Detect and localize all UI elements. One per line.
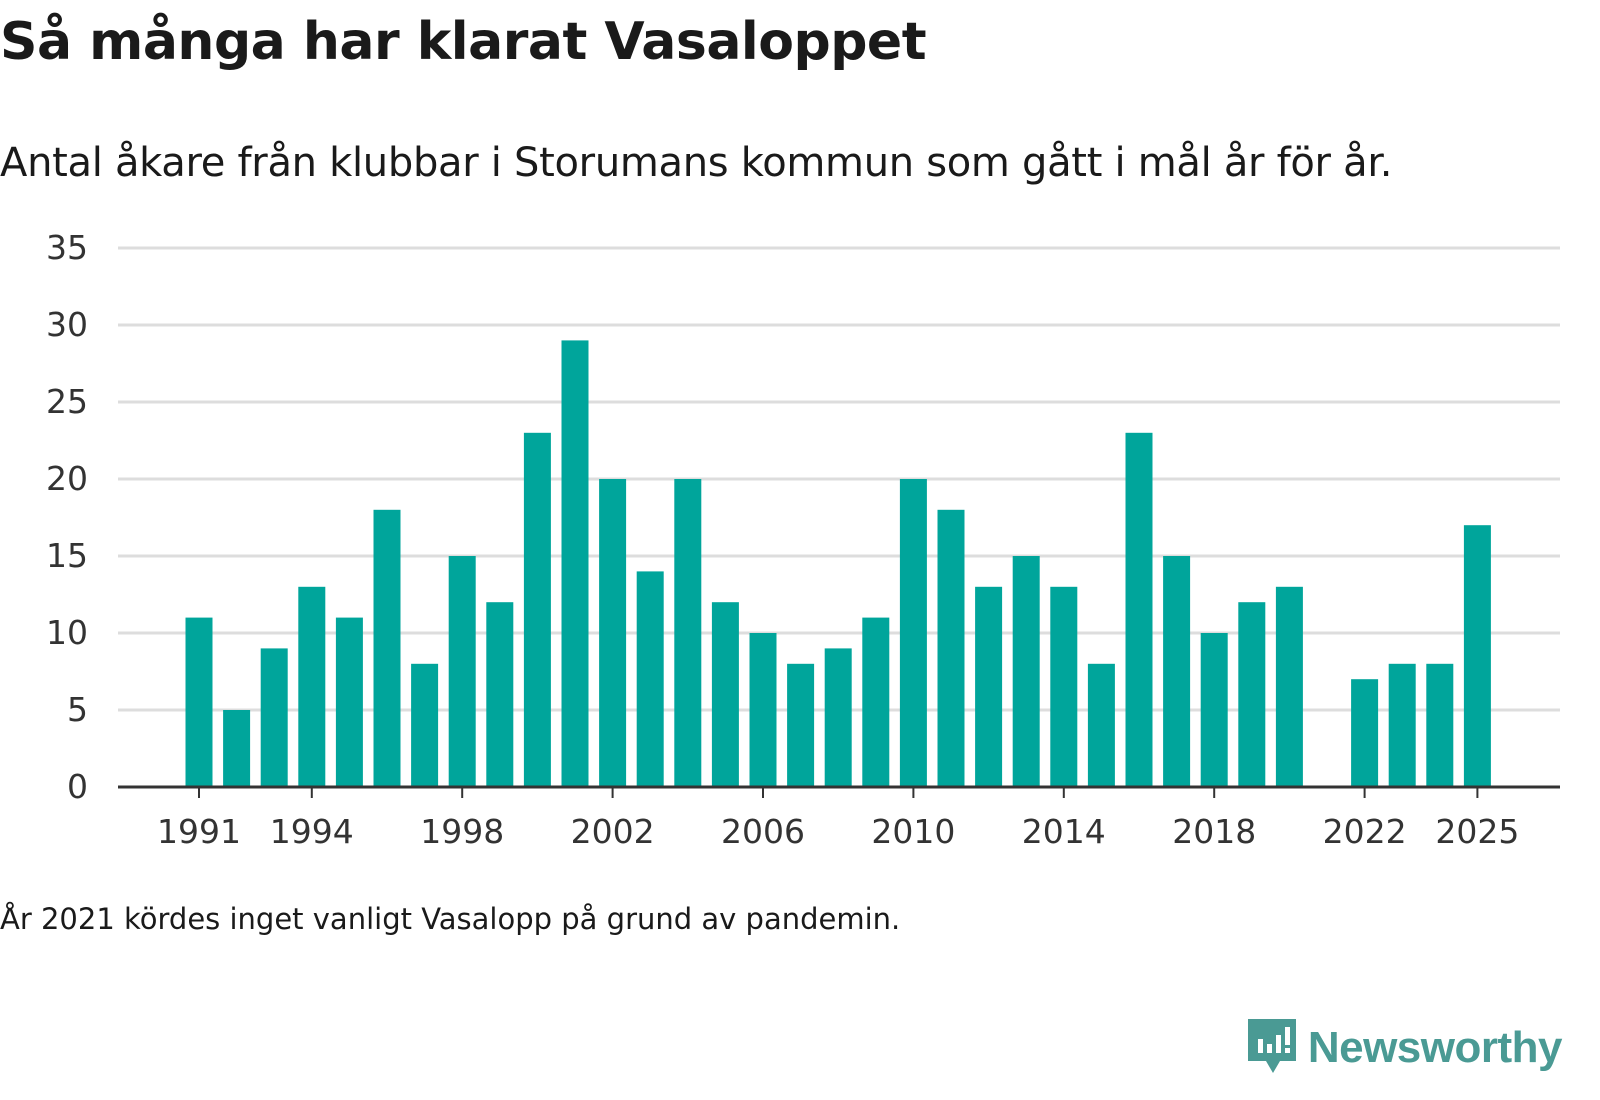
bar (862, 617, 890, 787)
bar (298, 586, 326, 787)
footnote: År 2021 kördes inget vanligt Vasalopp på… (0, 902, 901, 936)
x-tick-label: 2025 (1435, 812, 1519, 851)
bar (523, 432, 551, 787)
bar (1275, 586, 1303, 787)
x-tick-label: 2002 (571, 812, 655, 851)
brand-logo[interactable]: Newsworthy (1246, 1017, 1563, 1079)
bar (561, 340, 589, 787)
brand-name: Newsworthy (1307, 1023, 1563, 1072)
bar (486, 602, 514, 787)
bar (335, 617, 363, 787)
bar (1163, 556, 1191, 787)
x-tick-label: 2018 (1172, 812, 1256, 851)
x-tick-label: 2014 (1022, 812, 1106, 851)
bar (599, 479, 627, 787)
x-tick-label: 1994 (270, 812, 354, 851)
bar (937, 509, 965, 787)
bar (411, 663, 439, 787)
bar (787, 663, 815, 787)
bar (1238, 602, 1266, 787)
bar (636, 571, 664, 787)
grid-lines (118, 246, 1560, 712)
bar (1050, 586, 1078, 787)
chart-subtitle: Antal åkare från klubbar i Storumans kom… (0, 140, 1393, 186)
bar (1351, 679, 1379, 787)
bar (1463, 525, 1491, 787)
y-tick-label: 30 (46, 305, 88, 344)
y-axis-ticks: 0 5 10 15 20 25 30 35 (46, 228, 88, 806)
bar (1388, 663, 1416, 787)
bar (711, 602, 739, 787)
bars (185, 340, 1491, 787)
x-tick-label: 2022 (1323, 812, 1407, 851)
bar (1426, 663, 1454, 787)
bar (899, 479, 927, 787)
bar (824, 648, 852, 787)
x-axis: 1991 1994 1998 2002 2006 2010 2014 2018 2022 2025 (118, 785, 1560, 851)
bar (260, 648, 288, 787)
y-tick-label: 0 (67, 767, 88, 806)
bar (223, 710, 251, 787)
bar (448, 556, 476, 787)
bar (674, 479, 702, 787)
y-tick-label: 10 (46, 613, 88, 652)
x-tick-label: 1991 (157, 812, 241, 851)
bar (373, 509, 401, 787)
x-tick-label: 2010 (871, 812, 955, 851)
y-tick-label: 35 (46, 228, 88, 267)
chart-title: Så många har klarat Vasaloppet (0, 12, 927, 72)
bar (975, 586, 1003, 787)
x-tick-label: 2006 (721, 812, 805, 851)
y-tick-label: 25 (46, 382, 88, 421)
bar (185, 617, 213, 787)
y-tick-label: 15 (46, 536, 88, 575)
x-tick-label: 1998 (420, 812, 504, 851)
y-tick-label: 5 (67, 690, 88, 729)
bar (749, 633, 777, 787)
bar (1200, 633, 1228, 787)
bar (1087, 663, 1115, 787)
newsworthy-logo-icon (1246, 1017, 1300, 1079)
bar (1125, 432, 1153, 787)
y-tick-label: 20 (46, 459, 88, 498)
bar (1012, 556, 1040, 787)
